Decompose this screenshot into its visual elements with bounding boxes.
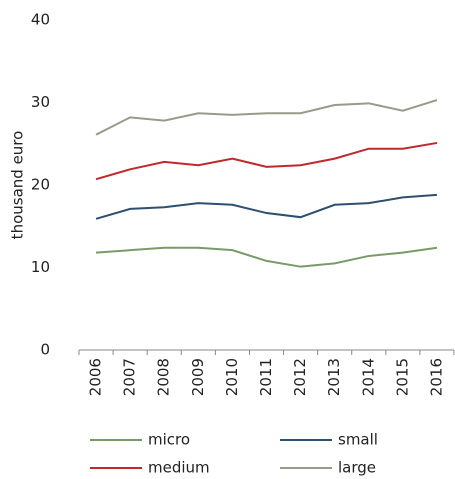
y-tick-label: 0	[40, 341, 50, 359]
x-tick-label: 2011	[257, 358, 275, 396]
series-line	[95, 246, 438, 268]
series-line	[95, 141, 438, 181]
legend-label: micro	[148, 431, 190, 449]
legend-label: large	[338, 459, 376, 477]
y-axis-label: thousand euro	[9, 131, 27, 240]
x-tick-label: 2008	[155, 358, 173, 396]
series-line	[95, 99, 438, 136]
x-tick-label: 2010	[223, 358, 241, 396]
y-tick-label: 40	[31, 11, 50, 29]
y-tick-label: 20	[31, 176, 50, 194]
x-tick-label: 2012	[291, 358, 309, 396]
legend-label: medium	[148, 459, 210, 477]
y-tick-label: 30	[31, 93, 50, 111]
x-tick-label: 2014	[359, 358, 377, 396]
x-tick-label: 2009	[189, 358, 207, 396]
x-tick-label: 2007	[121, 358, 139, 396]
series-line	[95, 193, 438, 220]
y-tick-label: 10	[31, 258, 50, 276]
legend-label: small	[338, 431, 378, 449]
x-tick-label: 2015	[393, 358, 411, 396]
x-tick-label: 2006	[87, 358, 105, 396]
x-tick-label: 2013	[325, 358, 343, 396]
x-tick-label: 2016	[427, 358, 445, 396]
